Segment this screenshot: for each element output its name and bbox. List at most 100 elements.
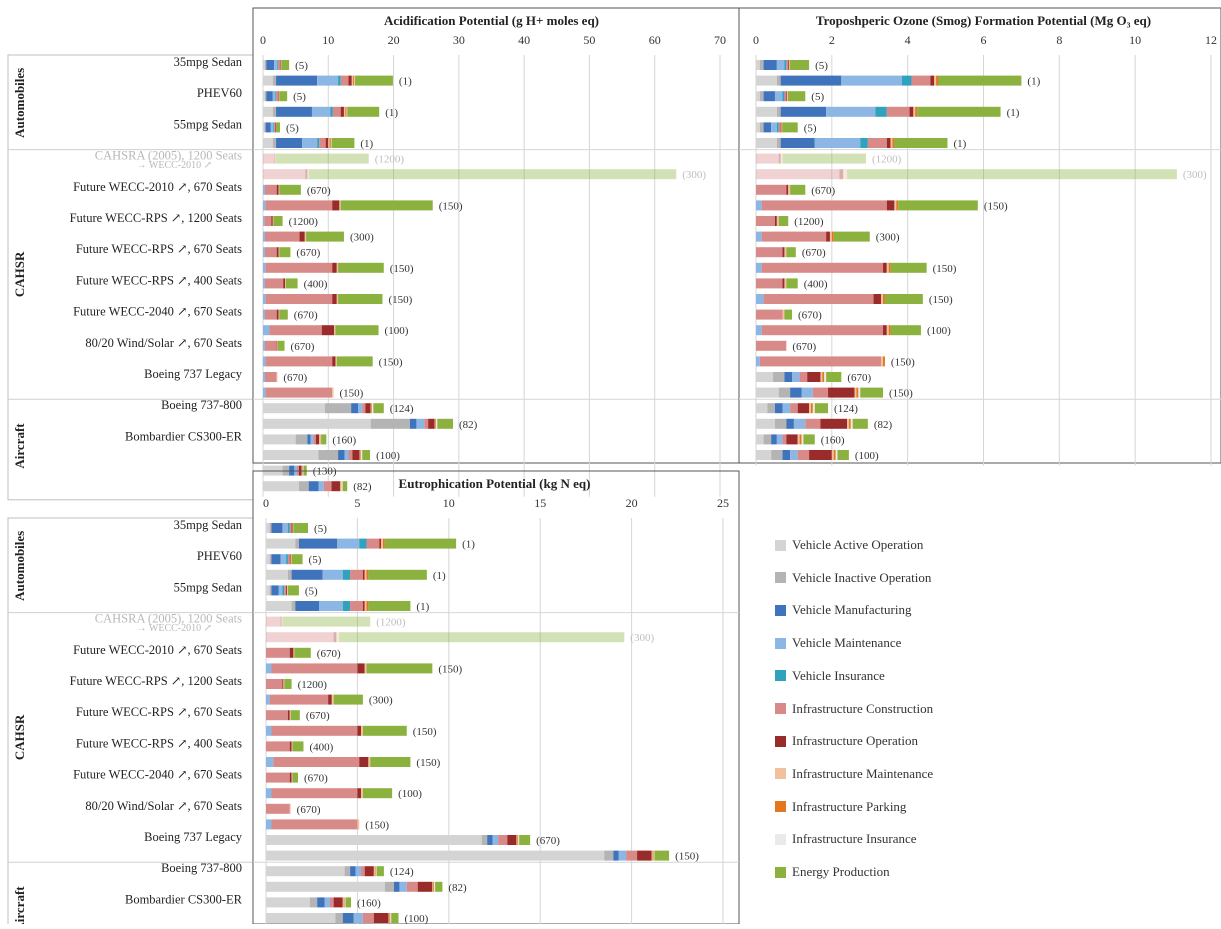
bar-segment: [263, 91, 265, 102]
bar-segment: [359, 538, 367, 549]
bar-segment: [860, 138, 868, 148]
bar-segment: [343, 897, 345, 908]
bar-segment: [776, 216, 779, 226]
bar-segment: [275, 91, 277, 102]
bar-segment: [270, 122, 274, 133]
bar-segment: [266, 632, 334, 643]
bar-segment: [319, 138, 326, 148]
bar-segment: [263, 247, 265, 258]
x-tick-label: 12: [1205, 33, 1217, 47]
bar-segment: [272, 91, 276, 102]
bar-segment: [357, 663, 365, 674]
bar-segment: [266, 91, 273, 102]
bar-segment: [333, 694, 363, 705]
bar-segment: [295, 601, 320, 611]
bar-segment: [756, 60, 760, 70]
x-tick-label: 20: [388, 33, 400, 47]
bar-segment: [266, 554, 270, 565]
bar-segment: [362, 569, 365, 580]
bar-segment: [774, 216, 777, 226]
bar-segment: [896, 200, 899, 211]
bar-segment: [364, 569, 367, 580]
bar-occupancy-label: (150): [416, 757, 440, 769]
x-tick-label: 0: [263, 496, 269, 510]
bar-segment: [767, 403, 775, 414]
bar-segment: [782, 309, 785, 320]
bar-segment: [434, 418, 436, 429]
bar-segment: [282, 616, 371, 627]
bar-segment: [332, 387, 334, 398]
panel-title: Troposhperic Ozone (Smog) Formation Pote…: [816, 13, 1151, 28]
legend-item: Infrastructure Operation: [775, 731, 918, 751]
bar-segment: [307, 169, 309, 180]
bar-segment: [266, 850, 605, 861]
bar-segment: [263, 169, 306, 180]
bar-segment: [263, 387, 266, 398]
bar-segment: [812, 403, 815, 414]
legend-label: Vehicle Manufacturing: [792, 602, 912, 618]
legend-swatch: [775, 703, 786, 714]
bar-segment: [364, 601, 367, 611]
bar-segment: [264, 216, 272, 226]
legend-item: Energy Production: [775, 862, 890, 882]
bar-segment: [831, 450, 834, 460]
bar-segment: [759, 91, 764, 102]
bar-segment: [417, 881, 433, 892]
bar-segment: [291, 523, 293, 533]
bar-segment: [873, 294, 882, 304]
bar-segment: [761, 200, 887, 211]
bar-segment: [319, 434, 321, 445]
bar-occupancy-label: (300): [682, 169, 706, 181]
bar-segment: [826, 106, 876, 117]
bar-segment: [269, 585, 272, 596]
bar-segment: [264, 231, 300, 242]
bar-occupancy-label: (670): [296, 247, 320, 259]
bar-segment: [311, 106, 331, 117]
category-label: CAHSRA (2005), 1200 Seats: [95, 149, 242, 163]
bar-segment: [371, 403, 373, 414]
bar-segment: [264, 247, 277, 258]
bar-segment: [373, 866, 375, 877]
bar-segment: [613, 850, 619, 861]
bar-segment: [778, 216, 789, 226]
bar-segment: [318, 481, 324, 492]
bar-segment: [263, 200, 266, 211]
bar-segment: [264, 372, 277, 382]
bar-segment: [814, 138, 861, 148]
category-label: Future WECC-RPS ↗, 670 Seats: [76, 705, 242, 719]
bar-segment: [784, 309, 793, 320]
bar-occupancy-label: (5): [804, 122, 817, 134]
bar-segment: [263, 60, 265, 70]
bar-segment: [788, 91, 806, 102]
bar-segment: [274, 122, 276, 133]
bar-occupancy-label: (150): [675, 851, 699, 863]
bar-segment: [272, 216, 274, 226]
bar-segment: [892, 138, 895, 148]
bar-segment: [264, 122, 266, 133]
bar-segment: [263, 403, 326, 414]
legend-label: Vehicle Maintenance: [792, 635, 902, 651]
legend-label: Infrastructure Construction: [792, 700, 934, 716]
bar-segment: [339, 632, 625, 643]
bar-occupancy-label: (670): [847, 372, 871, 384]
bar-segment: [894, 138, 948, 148]
bar-segment: [756, 325, 762, 336]
bar-segment: [756, 340, 787, 351]
bar-segment: [280, 554, 287, 565]
bar-segment: [828, 387, 855, 398]
bar-segment: [801, 434, 804, 445]
bar-segment: [373, 913, 389, 923]
bar-occupancy-label: (670): [798, 310, 822, 322]
bar-segment: [822, 372, 825, 382]
bar-segment: [886, 106, 910, 117]
bar-segment: [771, 434, 777, 445]
bar-occupancy-label: (400): [309, 741, 333, 753]
bar-segment: [379, 538, 382, 549]
bar-segment: [336, 294, 339, 304]
bar-segment: [368, 601, 411, 611]
bar-segment: [881, 294, 884, 304]
bar-segment: [812, 387, 829, 398]
bar-segment: [266, 601, 292, 611]
bar-segment: [263, 418, 371, 429]
bar-segment: [776, 138, 781, 148]
